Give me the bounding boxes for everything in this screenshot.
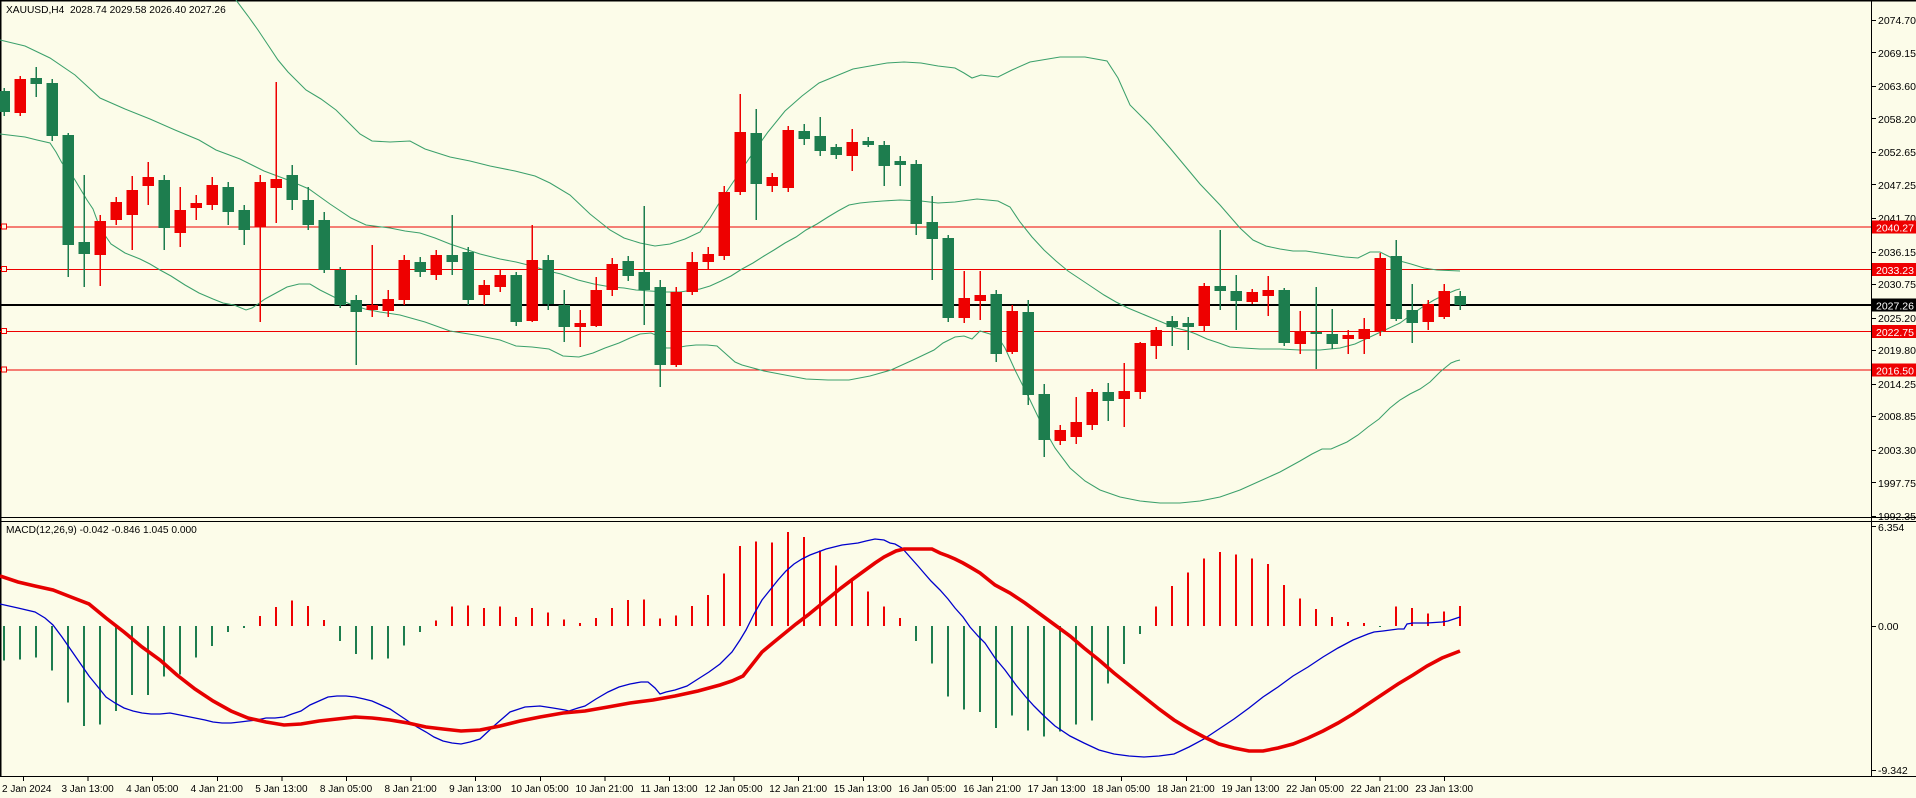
svg-text:16 Jan 05:00: 16 Jan 05:00: [898, 784, 956, 795]
svg-text:2016.50: 2016.50: [1876, 366, 1914, 378]
svg-text:2036.15: 2036.15: [1878, 247, 1916, 259]
svg-text:19 Jan 13:00: 19 Jan 13:00: [1221, 784, 1279, 795]
svg-text:2047.25: 2047.25: [1878, 180, 1916, 192]
svg-text:2025.20: 2025.20: [1878, 313, 1916, 325]
svg-text:2022.75: 2022.75: [1876, 327, 1914, 339]
svg-text:15 Jan 13:00: 15 Jan 13:00: [834, 784, 892, 795]
svg-text:22 Jan 21:00: 22 Jan 21:00: [1351, 784, 1409, 795]
svg-text:2008.85: 2008.85: [1878, 411, 1916, 423]
svg-text:16 Jan 21:00: 16 Jan 21:00: [963, 784, 1021, 795]
svg-text:22 Jan 05:00: 22 Jan 05:00: [1286, 784, 1344, 795]
svg-text:2019.80: 2019.80: [1878, 345, 1916, 357]
svg-text:4 Jan 05:00: 4 Jan 05:00: [126, 784, 179, 795]
svg-text:1997.75: 1997.75: [1878, 478, 1916, 490]
svg-text:2040.27: 2040.27: [1876, 223, 1914, 235]
svg-text:2030.75: 2030.75: [1878, 279, 1916, 291]
svg-text:3 Jan 13:00: 3 Jan 13:00: [61, 784, 114, 795]
svg-text:5 Jan 13:00: 5 Jan 13:00: [255, 784, 308, 795]
svg-text:23 Jan 13:00: 23 Jan 13:00: [1415, 784, 1473, 795]
svg-text:2074.70: 2074.70: [1878, 15, 1916, 27]
svg-text:2052.65: 2052.65: [1878, 147, 1916, 159]
svg-text:17 Jan 13:00: 17 Jan 13:00: [1028, 784, 1086, 795]
svg-text:MACD(12,26,9) -0.042 -0.846 1.: MACD(12,26,9) -0.042 -0.846 1.045 0.000: [6, 525, 197, 536]
svg-text:11 Jan 13:00: 11 Jan 13:00: [640, 784, 698, 795]
svg-text:4 Jan 21:00: 4 Jan 21:00: [191, 784, 244, 795]
svg-text:2014.25: 2014.25: [1878, 379, 1916, 391]
svg-text:2063.60: 2063.60: [1878, 81, 1916, 93]
svg-text:2033.23: 2033.23: [1876, 265, 1914, 277]
svg-text:-9.342: -9.342: [1878, 765, 1908, 777]
svg-text:10 Jan 21:00: 10 Jan 21:00: [575, 784, 633, 795]
svg-text:12 Jan 21:00: 12 Jan 21:00: [769, 784, 827, 795]
svg-text:1992.35: 1992.35: [1878, 511, 1916, 523]
svg-text:2058.20: 2058.20: [1878, 114, 1916, 126]
svg-text:9 Jan 13:00: 9 Jan 13:00: [449, 784, 502, 795]
svg-text:2003.30: 2003.30: [1878, 445, 1916, 457]
svg-text:6.354: 6.354: [1878, 522, 1904, 534]
svg-text:12 Jan 05:00: 12 Jan 05:00: [705, 784, 763, 795]
svg-text:10 Jan 05:00: 10 Jan 05:00: [511, 784, 569, 795]
svg-text:2027.26: 2027.26: [1876, 301, 1914, 313]
svg-text:0.00: 0.00: [1878, 621, 1899, 633]
svg-text:2 Jan 2024: 2 Jan 2024: [2, 784, 52, 795]
svg-text:2069.15: 2069.15: [1878, 48, 1916, 60]
svg-text:XAUUSD,H4 2028.74 2029.58 202: XAUUSD,H4 2028.74 2029.58 2026.40 2027.2…: [6, 5, 226, 16]
svg-text:18 Jan 21:00: 18 Jan 21:00: [1157, 784, 1215, 795]
svg-text:18 Jan 05:00: 18 Jan 05:00: [1092, 784, 1150, 795]
svg-text:8 Jan 21:00: 8 Jan 21:00: [384, 784, 437, 795]
svg-text:8 Jan 05:00: 8 Jan 05:00: [320, 784, 373, 795]
